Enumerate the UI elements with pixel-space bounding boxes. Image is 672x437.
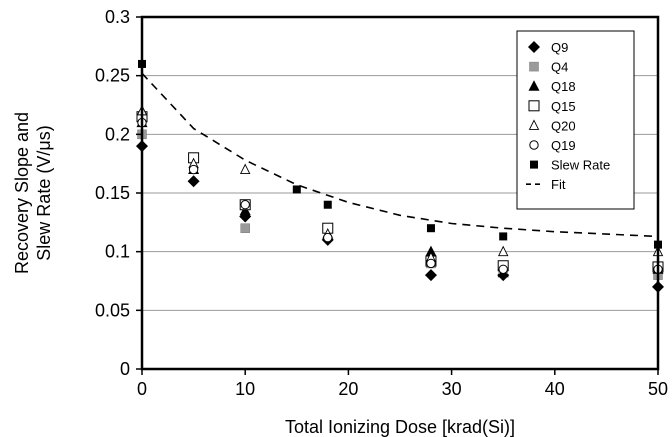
data-point-slew-rate <box>292 185 301 194</box>
legend-marker-q18 <box>528 80 540 91</box>
axis-ticks <box>136 16 659 375</box>
x-tick-label: 50 <box>648 379 668 399</box>
x-tick-label: 30 <box>442 379 462 399</box>
legend-marker-q20 <box>528 119 540 130</box>
data-point-q19 <box>498 264 508 274</box>
data-point-q4 <box>240 223 250 233</box>
x-tick-label: 0 <box>137 379 147 399</box>
data-point-q19 <box>188 164 199 175</box>
legend: Q9 Q4 Q18 Q15 Q20 Q19 Slew Rate Fit <box>516 30 635 210</box>
data-point-slew-rate <box>426 224 435 233</box>
y-tick-label: 0.1 <box>105 242 130 262</box>
legend-marker-q19 <box>529 140 539 150</box>
legend-marker-q4 <box>529 61 539 72</box>
y-tick-label: 0.2 <box>105 124 130 144</box>
fit-curve-layer <box>141 72 659 238</box>
y-axis-title-line-2: Slew Rate (V/μs) <box>34 125 54 260</box>
data-point-q20 <box>497 245 509 257</box>
legend-label-q9: Q9 <box>551 40 568 55</box>
data-point-q20 <box>239 163 251 174</box>
legend-marker-q9 <box>528 41 540 53</box>
y-axis-title-line-1: Recovery Slope and <box>12 112 32 274</box>
x-tick-label: 10 <box>235 379 255 399</box>
y-tick-labels: 0 0.05 0.1 0.15 0.2 0.25 0.3 <box>95 7 130 379</box>
legend-label-q15: Q15 <box>551 99 576 114</box>
legend-label-q20: Q20 <box>551 118 576 133</box>
x-tick-labels: 0 10 20 30 40 50 <box>137 379 668 399</box>
legend-label-q19: Q19 <box>551 138 576 153</box>
legend-label-fit: Fit <box>551 177 566 192</box>
data-point-slew-rate <box>499 232 508 241</box>
x-axis-title: Total Ionizing Dose [krad(Si)] <box>285 417 515 437</box>
legend-label-slew-rate: Slew Rate <box>551 158 610 173</box>
y-tick-label: 0 <box>120 359 130 379</box>
data-point-q19 <box>240 200 250 210</box>
y-tick-label: 0.05 <box>95 300 130 320</box>
fit-curve <box>141 72 659 238</box>
y-tick-label: 0.25 <box>95 66 130 86</box>
legend-marker-q15 <box>528 100 540 112</box>
legend-label-q4: Q4 <box>551 60 568 75</box>
data-point-q19 <box>426 258 436 269</box>
data-point-slew-rate <box>323 200 332 209</box>
data-point-q19 <box>323 232 333 243</box>
y-tick-label: 0.3 <box>105 7 130 27</box>
data-point-q18 <box>425 245 437 257</box>
legend-label-q18: Q18 <box>551 79 576 94</box>
y-tick-label: 0.15 <box>95 183 130 203</box>
x-tick-label: 20 <box>338 379 358 399</box>
legend-box <box>516 30 635 210</box>
x-tick-label: 40 <box>545 379 565 399</box>
legend-marker-slew-rate <box>530 160 538 169</box>
data-point-q9 <box>424 269 437 282</box>
y-axis-title: Recovery Slope and Slew Rate (V/μs) <box>12 112 54 274</box>
data-point-q9 <box>187 175 200 188</box>
